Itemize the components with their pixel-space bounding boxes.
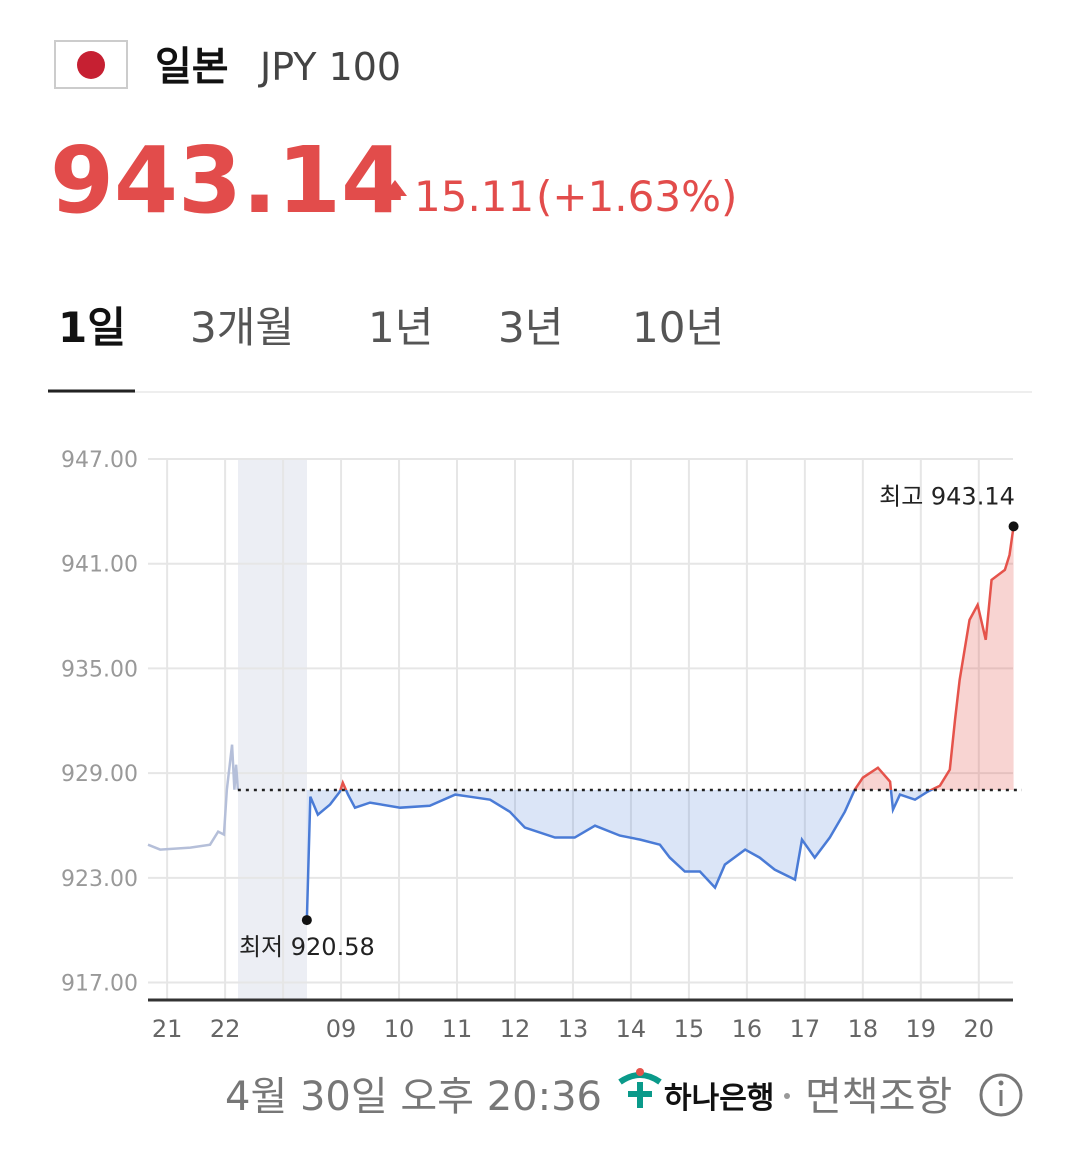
tab[interactable]: 10년 [632, 303, 724, 352]
x-tick-label: 10 [384, 1015, 415, 1043]
disclaimer[interactable]: 면책조항 [805, 1074, 952, 1120]
area-up [306, 526, 1014, 791]
change: 15.11 [414, 172, 534, 221]
moon-icon [276, 1016, 288, 1038]
extreme-dot [1008, 521, 1019, 532]
x-tick-label: 17 [790, 1015, 821, 1043]
night-shade [238, 459, 307, 1000]
timestamp: 4월 30일 오후 20:36 [225, 1074, 602, 1120]
x-tick-label: 14 [616, 1015, 647, 1043]
bank-logo [618, 1068, 662, 1108]
extreme-dot [301, 915, 312, 926]
x-tick-label: 22 [210, 1015, 241, 1043]
x-tick-label: 16 [732, 1015, 763, 1043]
annotation: 최저 920.58 [239, 933, 375, 961]
line-down [305, 790, 934, 921]
separator [784, 1093, 790, 1099]
x-tick-label: 15 [674, 1015, 705, 1043]
tab[interactable]: 3년 [498, 303, 563, 352]
x-tick-label: 11 [442, 1015, 473, 1043]
line [147, 744, 240, 851]
logo-arc [618, 1072, 662, 1085]
y-tick-label: 935.00 [61, 657, 138, 682]
x-tick-label: 20 [964, 1015, 995, 1043]
annotation: 최고 943.14 [879, 482, 1015, 510]
info-icon[interactable] [979, 1073, 1023, 1117]
logo-dot [636, 1068, 644, 1076]
line-up [339, 526, 1015, 791]
x-tick-label: 21 [152, 1015, 183, 1043]
currency: JPY 100 [258, 45, 401, 89]
y-tick-label: 947.00 [61, 448, 138, 473]
bank-name: 하나은행 [664, 1081, 774, 1116]
area-down [306, 790, 931, 921]
x-tick-label: 09 [326, 1015, 357, 1043]
tab[interactable]: 1일 [58, 303, 126, 352]
tab[interactable]: 3개월 [190, 303, 294, 352]
price: 943.14 [50, 127, 405, 234]
y-tick-label: 929.00 [61, 762, 138, 787]
logo-body [628, 1082, 652, 1108]
up-arrow [383, 180, 407, 196]
country: 일본 [155, 44, 229, 90]
info-circle [979, 1073, 1023, 1117]
y-tick-label: 917.00 [61, 972, 138, 997]
x-tick-label: 19 [906, 1015, 937, 1043]
x-tick-label: 12 [500, 1015, 531, 1043]
x-tick-label: 18 [848, 1015, 879, 1043]
info-dot [998, 1080, 1004, 1086]
change-pct: (+1.63%) [536, 172, 737, 221]
y-tick-label: 923.00 [61, 867, 138, 892]
x-tick-label: 13 [558, 1015, 589, 1043]
tab[interactable]: 1년 [368, 303, 433, 352]
flag-sun [77, 51, 105, 79]
y-tick-label: 941.00 [61, 553, 138, 578]
